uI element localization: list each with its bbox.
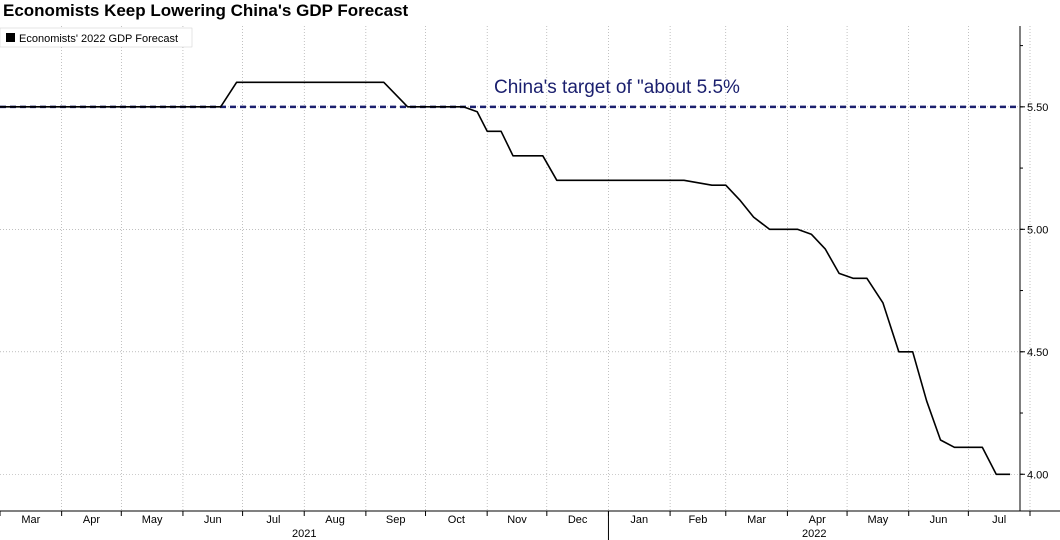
grid-lines [0,26,1031,511]
x-month-label: Feb [688,514,707,526]
x-year-label: 2021 [292,528,316,540]
legend-box [0,27,193,48]
x-axis: Mar Apr May Jun Jul Aug Sep Oct Nov Dec Jan Feb Mar A… [0,511,1031,540]
x-month-label: Jul [992,514,1006,526]
x-month-label: Mar [747,514,766,526]
y-tick-label: 4.50 [1027,347,1048,359]
x-month-label: Mar [21,514,40,526]
x-month-label: Jul [266,514,280,526]
x-month-label: Jun [204,514,222,526]
x-month-label: Apr [809,514,826,526]
y-tick-label: 4.00 [1027,469,1048,481]
y-tick-label: 5.00 [1027,224,1048,236]
x-month-label: Dec [568,514,588,526]
x-month-label: May [867,514,888,526]
x-month-label: Jun [930,514,948,526]
x-year-label: 2022 [802,528,826,540]
chart-title: Economists Keep Lowering China's GDP For… [3,1,409,20]
x-month-label: May [142,514,163,526]
x-month-label: Aug [325,514,345,526]
legend: Economists' 2022 GDP Forecast [0,27,193,48]
series-line-economists-forecast [0,81,1011,476]
x-month-label: Sep [386,514,406,526]
y-axis: 4.00 4.50 5.00 5.50 [1020,45,1048,481]
x-month-label: Apr [83,514,100,526]
target-label: China's target of "about 5.5% [494,77,740,98]
y-tick-label: 5.50 [1027,102,1048,114]
x-month-label: Nov [507,514,527,526]
legend-swatch [6,33,15,42]
x-month-label: Jan [630,514,648,526]
x-month-label: Oct [448,514,465,526]
legend-label: Economists' 2022 GDP Forecast [19,33,178,45]
